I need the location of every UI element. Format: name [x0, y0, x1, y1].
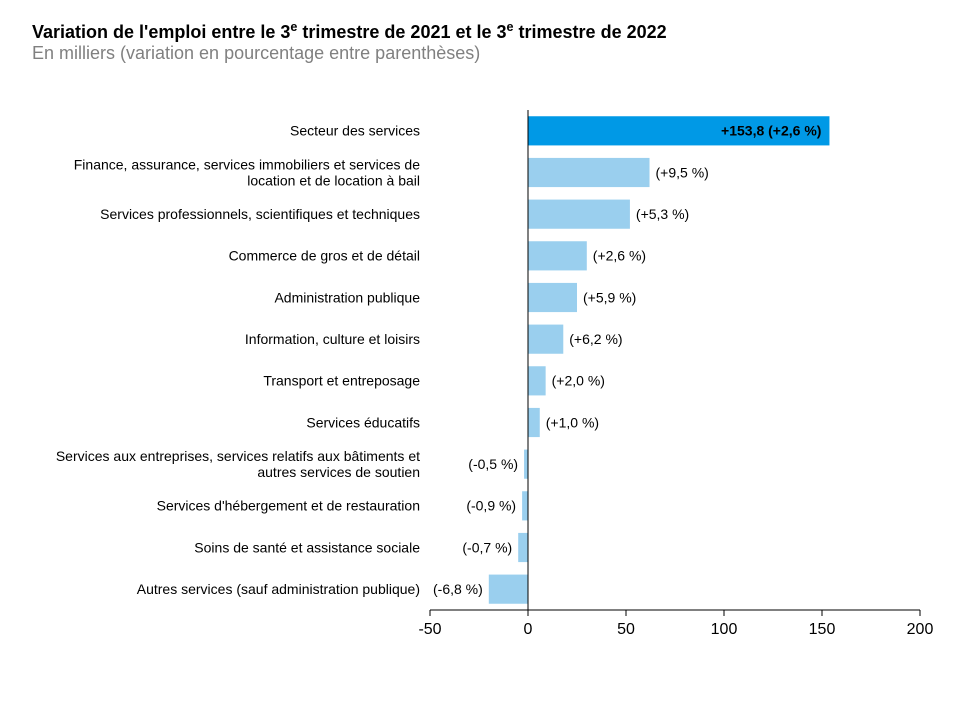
category-label: Commerce de gros et de détail — [229, 248, 420, 264]
chart-subtitle: En milliers (variation en pourcentage en… — [32, 43, 667, 64]
chart-title-block: Variation de l'emploi entre le 3e trimes… — [32, 20, 667, 64]
bar — [528, 283, 577, 312]
bar — [522, 491, 528, 520]
category-label: Services professionnels, scientifiques e… — [100, 206, 420, 222]
bar — [528, 366, 546, 395]
x-tick-label: 50 — [617, 621, 635, 638]
value-label: (+9,5 %) — [656, 164, 709, 180]
employment-variation-chart: Secteur des services +153,8 (+2,6 %) Finan… — [0, 100, 960, 660]
category-label: Autres services (sauf administration pub… — [137, 581, 420, 597]
value-label: (+2,6 %) — [593, 248, 646, 264]
bar — [528, 200, 630, 229]
bar — [489, 575, 528, 604]
bar — [528, 325, 563, 354]
value-label: (+1,0 %) — [546, 414, 599, 430]
category-label: Information, culture et loisirs — [245, 331, 420, 347]
bar — [524, 450, 528, 479]
value-label: (-6,8 %) — [433, 581, 483, 597]
value-label: (+5,9 %) — [583, 289, 636, 305]
x-tick-label: 150 — [809, 621, 836, 638]
bar — [528, 158, 650, 187]
category-label: Services aux entreprises, services relat… — [56, 448, 420, 464]
value-label: (-0,9 %) — [466, 498, 516, 514]
value-label: (+2,0 %) — [552, 373, 605, 389]
category-label: Services éducatifs — [306, 414, 420, 430]
category-label: Secteur des services — [290, 123, 420, 139]
x-tick-label: 0 — [524, 621, 533, 638]
category-label: autres services de soutien — [257, 464, 420, 480]
chart-title: Variation de l'emploi entre le 3e trimes… — [32, 20, 667, 43]
category-label: Soins de santé et assistance sociale — [194, 539, 420, 555]
chart-container: Secteur des services +153,8 (+2,6 %) Finan… — [0, 100, 960, 660]
value-label: +153,8 (+2,6 %) — [721, 123, 821, 139]
x-tick-label: -50 — [418, 621, 441, 638]
x-tick-label: 100 — [711, 621, 738, 638]
category-label: Finance, assurance, services immobiliers… — [74, 156, 420, 172]
value-label: (-0,5 %) — [468, 456, 518, 472]
value-label: (+5,3 %) — [636, 206, 689, 222]
bar — [518, 533, 528, 562]
x-tick-label: 200 — [907, 621, 934, 638]
category-label: Administration publique — [274, 289, 420, 305]
category-label: Services d'hébergement et de restauratio… — [157, 498, 420, 514]
value-label: (-0,7 %) — [462, 539, 512, 555]
value-label: (+6,2 %) — [569, 331, 622, 347]
category-label: Transport et entreposage — [263, 373, 420, 389]
bar — [528, 241, 587, 270]
bar — [528, 408, 540, 437]
category-label: location et de location à bail — [247, 172, 420, 188]
